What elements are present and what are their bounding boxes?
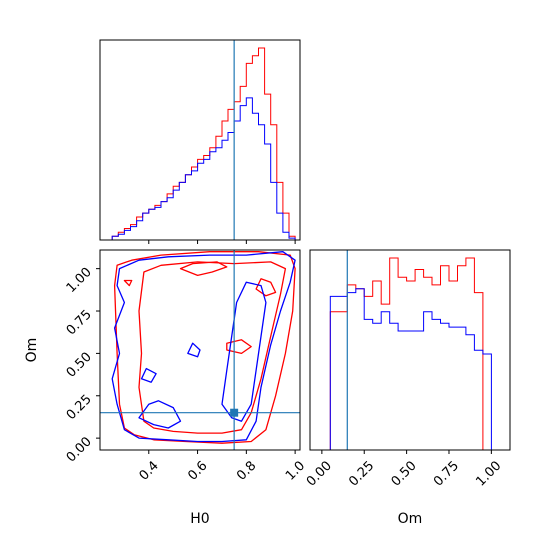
om-y-tick-label-4: 1.00 — [64, 265, 95, 296]
red-contour-2 — [179, 261, 228, 277]
red-contour-1 — [138, 261, 287, 434]
om-y-tick-label-3: 0.75 — [64, 307, 95, 338]
om-x-tick-label-0: 0.00 — [304, 458, 335, 489]
h0-x-tick-label-1: 0.6 — [185, 458, 210, 483]
om-y-tick-label-1: 0.25 — [64, 392, 95, 423]
om-histogram-frame — [309, 249, 511, 451]
om-histogram-red-layer — [321, 257, 492, 451]
om-y-tick-label-0: 0.00 — [64, 434, 95, 465]
contour-truth-marker — [230, 408, 239, 417]
red-contour-5 — [123, 279, 133, 287]
x-axis-title-h0: H0 — [190, 511, 209, 527]
blue-contour-1 — [138, 400, 182, 429]
x-axis-title-om: Om — [398, 511, 423, 527]
blue-contour-3 — [187, 342, 201, 358]
om-histogram-ticks: 0.00 0.25 0.50 0.75 1.00 — [304, 450, 504, 490]
h0-histogram-frame — [99, 39, 301, 241]
y-axis-title-om: Om — [24, 338, 40, 363]
contour-truth-layer — [100, 250, 300, 450]
contour-panel-frame — [99, 249, 301, 451]
om-histogram-blue-series — [321, 288, 492, 451]
red-contour-4 — [226, 339, 252, 355]
om-x-tick-label-1: 0.25 — [346, 458, 377, 489]
om-x-tick-label-2: 0.50 — [389, 458, 420, 489]
h0-histogram-blue-series — [111, 97, 296, 240]
h0-om-contour-panel: 0.4 0.6 0.8 1.00.000.250.500.751.00 — [64, 249, 308, 484]
h0-histogram-blue-layer — [111, 97, 296, 240]
h0-histogram-background — [100, 40, 300, 240]
blue-contour-4 — [140, 367, 157, 383]
blue-contour-2 — [221, 281, 267, 422]
om-x-tick-label-4: 1.00 — [473, 458, 504, 489]
h0-x-tick-label-2: 0.8 — [234, 458, 259, 483]
blue-contour-0 — [111, 251, 296, 443]
om-y-tick-label-2: 0.50 — [64, 350, 95, 381]
h0-histogram-ticks — [148, 240, 296, 244]
om-histogram-blue-layer — [321, 288, 492, 451]
h0-x-tick-label-0: 0.4 — [137, 458, 162, 483]
om-histogram-panel: 0.00 0.25 0.50 0.75 1.00 — [304, 249, 511, 490]
om-x-tick-label-3: 0.75 — [431, 458, 462, 489]
contour-layer — [111, 251, 296, 444]
om-histogram-red-series — [321, 257, 492, 451]
h0-histogram-panel — [99, 39, 301, 244]
